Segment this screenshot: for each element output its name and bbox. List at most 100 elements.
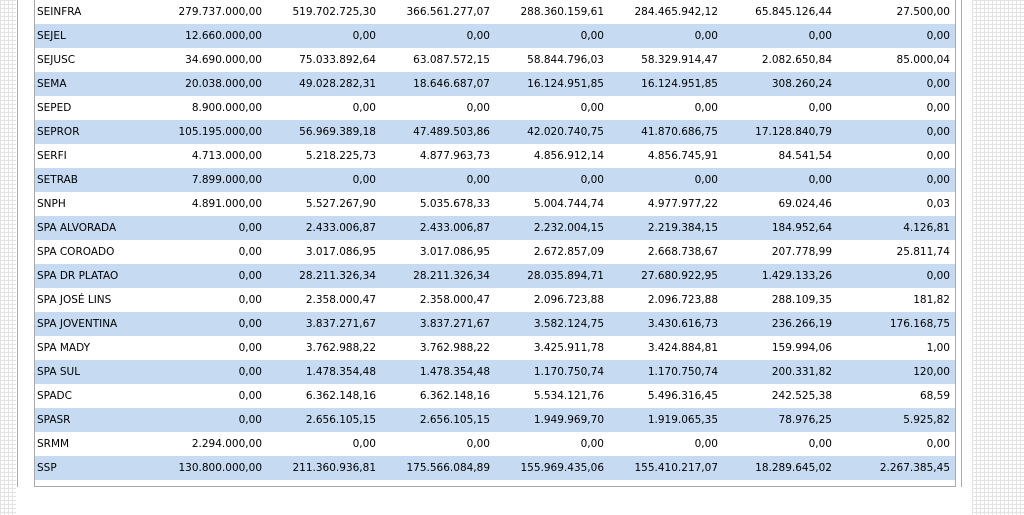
- cell-empty: [267, 480, 381, 486]
- cell-value: 1.919.065,35: [647, 414, 718, 426]
- table-row[interactable]: SNPH 4.891.000,00 5.527.267,90 5.035.678,33…: [35, 192, 955, 216]
- cell-value: 3.837.271,67: [419, 318, 490, 330]
- cell-value: 78.976,25: [778, 414, 832, 426]
- data-table-container[interactable]: SEINFRA 279.737.000,00 519.702.725,30 366.5…: [34, 0, 956, 487]
- table-row[interactable]: SEJUSC 34.690.000,00 75.033.892,64 63.087.5…: [35, 48, 955, 72]
- table-row[interactable]: SSP 130.800.000,00 211.360.936,81 175.566.0…: [35, 456, 955, 480]
- table-row[interactable]: SEPROR 105.195.000,00 56.969.389,18 47.489.…: [35, 120, 955, 144]
- cell-org-name: SRMM: [37, 438, 70, 450]
- cell-value: 0,00: [808, 438, 832, 450]
- cell-value: 0,00: [580, 174, 604, 186]
- cell-value: 184.952,64: [771, 222, 832, 234]
- cell-org-name: SPA JOVENTINA: [37, 318, 118, 330]
- cell-value: 105.195.000,00: [178, 126, 263, 138]
- cell-value: 2.294.000,00: [191, 438, 262, 450]
- cell-value: 0,00: [352, 102, 376, 114]
- table-row[interactable]: SEMA 20.038.000,00 49.028.282,31 18.646.687…: [35, 72, 955, 96]
- cell-value: 28.211.326,34: [413, 270, 490, 282]
- table-row[interactable]: SRMM 2.294.000,00 0,00 0,00 0,00 0,00 0,00 0,00: [35, 432, 955, 456]
- table-row[interactable]: SPA COROADO 0,00 3.017.086,95 3.017.086,95 2…: [35, 240, 955, 264]
- cell-value: 4.856.745,91: [647, 150, 718, 162]
- table-row[interactable]: SERFI 4.713.000,00 5.218.225,73 4.877.963,7…: [35, 144, 955, 168]
- cell-value: 2.219.384,15: [647, 222, 718, 234]
- table-row[interactable]: SPASR 0,00 2.656.105,15 2.656.105,15 1.949.9…: [35, 408, 955, 432]
- cell-value: 2.096.723,88: [533, 294, 604, 306]
- table-body: SEINFRA 279.737.000,00 519.702.725,30 366.5…: [35, 0, 955, 486]
- cell-value: 0,00: [238, 246, 262, 258]
- cell-value: 17.128.840,79: [755, 126, 832, 138]
- cell-org-name: SETRAB: [37, 174, 78, 186]
- cell-value: 0,00: [694, 174, 718, 186]
- cell-value: 41.870.686,75: [641, 126, 718, 138]
- cell-value: 176.168,75: [889, 318, 950, 330]
- cell-value: 0,00: [580, 438, 604, 450]
- cell-value: 0,00: [238, 222, 262, 234]
- table-row[interactable]: SEINFRA 279.737.000,00 519.702.725,30 366.5…: [35, 0, 955, 24]
- cell-value: 0,00: [926, 126, 950, 138]
- table-row-partial: [35, 480, 955, 486]
- cell-value: 6.362.148,16: [305, 390, 376, 402]
- cell-value: 1.478.354,48: [305, 366, 376, 378]
- cell-value: 2.668.738,67: [647, 246, 718, 258]
- table-row[interactable]: SPA ALVORADA 0,00 2.433.006,87 2.433.006,87…: [35, 216, 955, 240]
- cell-org-name: SEMA: [37, 78, 67, 90]
- cell-value: 0,00: [926, 174, 950, 186]
- cell-value: 0,00: [238, 366, 262, 378]
- cell-value: 0,00: [238, 270, 262, 282]
- cell-value: 16.124.951,85: [641, 78, 718, 90]
- cell-value: 0,00: [238, 318, 262, 330]
- cell-value: 27.500,00: [896, 6, 950, 18]
- cell-value: 2.656.105,15: [419, 414, 490, 426]
- cell-org-name: SPA DR PLATAO: [37, 270, 119, 282]
- cell-value: 0,00: [466, 174, 490, 186]
- cell-value: 1.170.750,74: [647, 366, 718, 378]
- table-row[interactable]: SPA JOSÉ LINS 0,00 2.358.000,47 2.358.000,4…: [35, 288, 955, 312]
- table-row[interactable]: SEJEL 12.660.000,00 0,00 0,00 0,00 0,00 0,00 0,…: [35, 24, 955, 48]
- table-row[interactable]: SPADC 0,00 6.362.148,16 6.362.148,16 5.534.1…: [35, 384, 955, 408]
- cell-value: 0,03: [926, 198, 950, 210]
- table-row[interactable]: SPA MADY 0,00 3.762.988,22 3.762.988,22 3.42…: [35, 336, 955, 360]
- cell-value: 155.410.217,07: [634, 462, 719, 474]
- cell-value: 28.035.894,71: [527, 270, 604, 282]
- cell-value: 0,00: [926, 78, 950, 90]
- cell-empty: [35, 480, 153, 486]
- cell-value: 65.845.126,44: [755, 6, 832, 18]
- cell-org-name: SPADC: [37, 390, 72, 402]
- cell-value: 8.900.000,00: [191, 102, 262, 114]
- cell-value: 0,00: [580, 102, 604, 114]
- table-row[interactable]: SPA JOVENTINA 0,00 3.837.271,67 3.837.271,6…: [35, 312, 955, 336]
- table-row[interactable]: SEPED 8.900.000,00 0,00 0,00 0,00 0,00 0,00 0,0…: [35, 96, 955, 120]
- cell-value: 1.429.133,26: [761, 270, 832, 282]
- cell-value: 27.680.922,95: [641, 270, 718, 282]
- cell-value: 4.713.000,00: [191, 150, 262, 162]
- cell-org-name: SPA JOSÉ LINS: [37, 294, 112, 306]
- table-row[interactable]: SETRAB 7.899.000,00 0,00 0,00 0,00 0,00 0,00 0,…: [35, 168, 955, 192]
- cell-value: 3.017.086,95: [305, 246, 376, 258]
- cell-value: 207.778,99: [771, 246, 832, 258]
- cell-value: 75.033.892,64: [299, 54, 376, 66]
- data-table: SEINFRA 279.737.000,00 519.702.725,30 366.5…: [35, 0, 955, 486]
- cell-value: 2.082.650,84: [761, 54, 832, 66]
- cell-value: 2.358.000,47: [305, 294, 376, 306]
- table-row[interactable]: SPA DR PLATAO 0,00 28.211.326,34 28.211.326…: [35, 264, 955, 288]
- cell-value: 5.004.744,74: [533, 198, 604, 210]
- table-row[interactable]: SPA SUL 0,00 1.478.354,48 1.478.354,48 1.170…: [35, 360, 955, 384]
- cell-empty: [153, 480, 267, 486]
- cell-value: 58.329.914,47: [641, 54, 718, 66]
- cell-org-name: SPA COROADO: [37, 246, 115, 258]
- cell-value: 1,00: [926, 342, 950, 354]
- cell-value: 0,00: [808, 102, 832, 114]
- cell-empty: [723, 480, 837, 486]
- cell-value: 2.672.857,09: [533, 246, 604, 258]
- cell-value: 42.020.740,75: [527, 126, 604, 138]
- cell-value: 0,00: [694, 438, 718, 450]
- cell-value: 5.534.121,76: [533, 390, 604, 402]
- cell-value: 5.035.678,33: [419, 198, 490, 210]
- cell-value: 2.433.006,87: [305, 222, 376, 234]
- cell-value: 0,00: [352, 174, 376, 186]
- cell-value: 2.096.723,88: [647, 294, 718, 306]
- frame-border-left: [17, 0, 18, 487]
- cell-value: 130.800.000,00: [178, 462, 263, 474]
- cell-value: 28.211.326,34: [299, 270, 376, 282]
- cell-value: 200.331,82: [771, 366, 832, 378]
